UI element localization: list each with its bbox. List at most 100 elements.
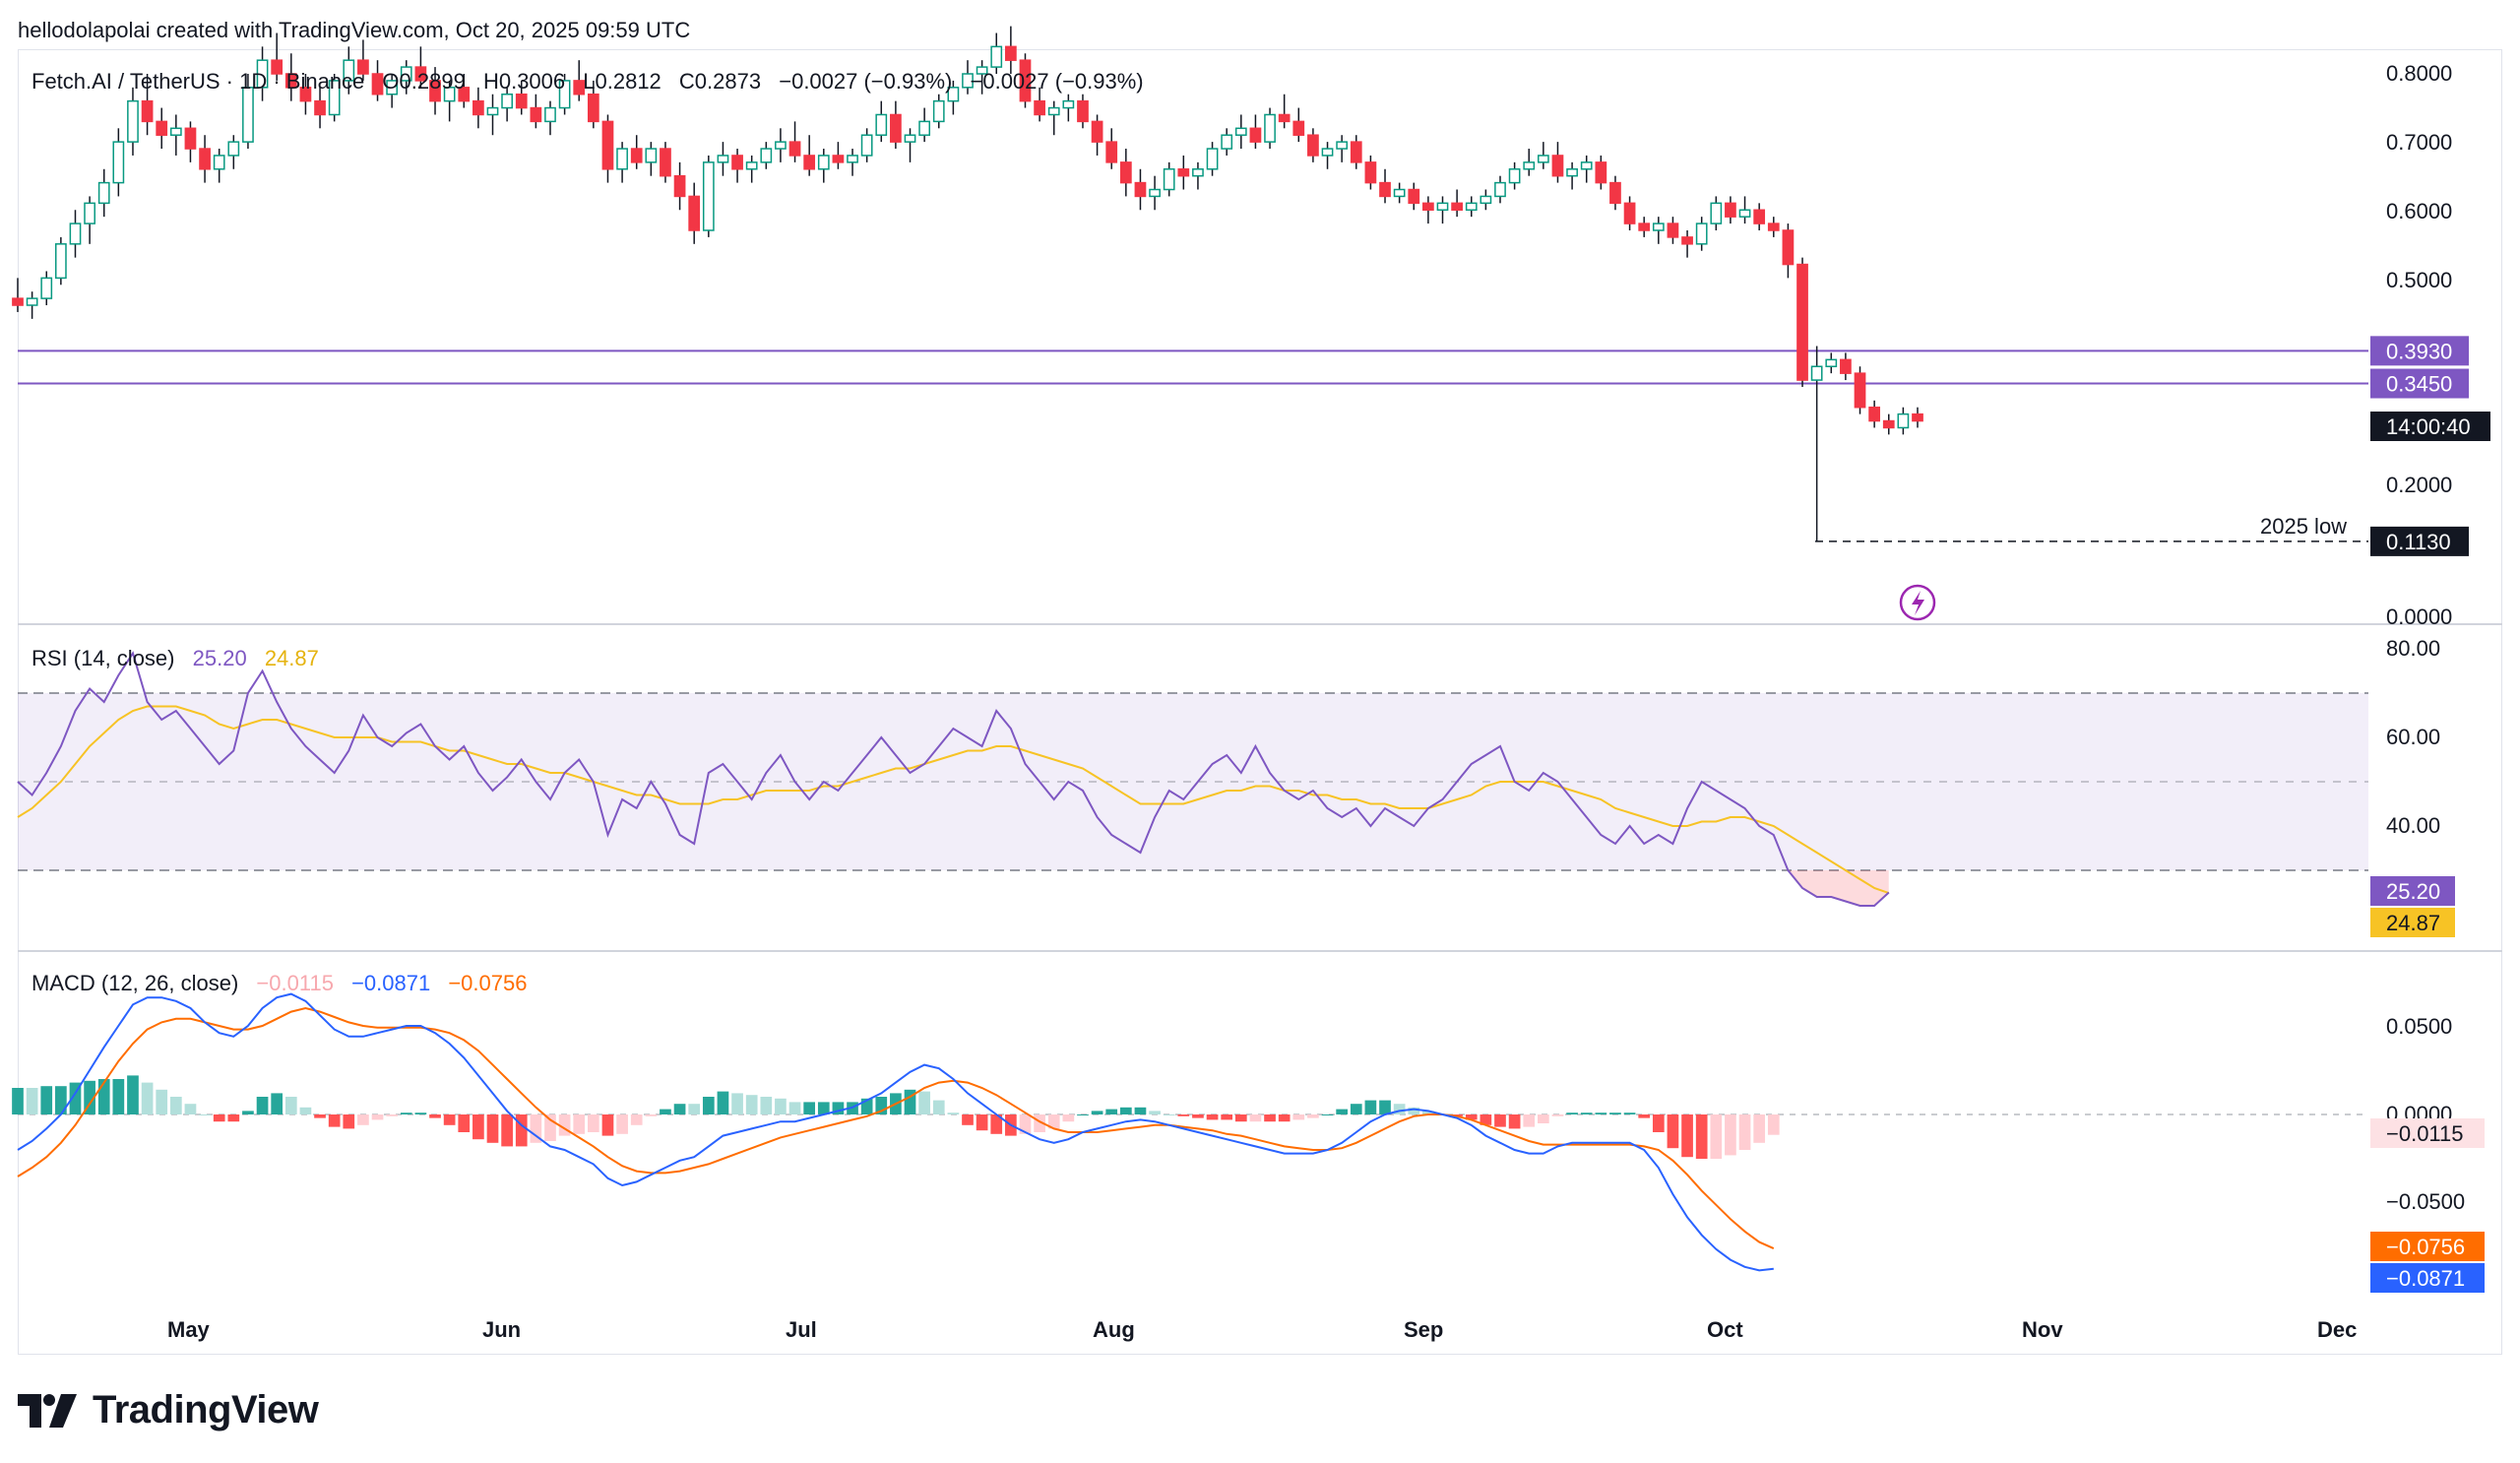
price-tick: 0.5000: [2386, 268, 2452, 292]
macd-histogram-bar: [860, 1098, 873, 1114]
candle: [904, 134, 916, 143]
macd-histogram-bar: [1725, 1114, 1736, 1156]
macd-histogram-bar: [588, 1114, 599, 1132]
macd-histogram-bar: [1408, 1107, 1420, 1114]
macd-histogram-bar: [97, 1079, 110, 1114]
macd-histogram-bar: [501, 1114, 513, 1147]
macd-legend: MACD (12, 26, close) −0.0115 −0.0871 −0.…: [32, 971, 527, 995]
macd-histogram-bar: [817, 1102, 830, 1114]
candle: [299, 87, 312, 102]
macd-histogram-bar: [717, 1091, 729, 1114]
macd-histogram-bar: [1609, 1113, 1621, 1114]
x-tick: Aug: [1093, 1317, 1135, 1342]
candle: [717, 155, 729, 163]
candle: [832, 155, 845, 163]
x-tick: Oct: [1707, 1317, 1743, 1342]
candle: [1047, 106, 1060, 116]
ohlc-change: −0.0027 (−0.93%): [779, 69, 952, 94]
macd-histogram-bar: [760, 1097, 773, 1114]
alert-lightning-icon[interactable]: [1899, 584, 1936, 621]
candle: [1825, 358, 1838, 367]
macd-histogram-bar: [284, 1097, 297, 1114]
macd-histogram-bar: [1480, 1114, 1492, 1125]
rsi-ma-value: 24.87: [265, 646, 319, 670]
time-axis[interactable]: May Jun Jul Aug Sep Oct Nov Dec: [167, 1317, 2357, 1342]
candle: [918, 120, 931, 136]
macd-badge: [2370, 1263, 2485, 1293]
macd-signal-badge-text: −0.0756: [2386, 1235, 2465, 1259]
macd-line: [17, 992, 1774, 1272]
candle: [1667, 223, 1679, 238]
macd-histogram-bar: [386, 1114, 398, 1116]
candle: [688, 195, 701, 231]
candle: [1882, 419, 1895, 429]
candle: [616, 148, 628, 170]
rsi-ma-badge-text: 24.87: [2386, 911, 2440, 935]
candle: [1725, 202, 1736, 218]
x-tick: May: [167, 1317, 211, 1342]
macd-histogram-bar: [213, 1114, 225, 1122]
macd-histogram-bar: [1192, 1114, 1204, 1118]
macd-histogram-bar: [1508, 1114, 1521, 1129]
macd-histogram-bar: [573, 1114, 586, 1134]
candle: [803, 155, 816, 170]
macd-histogram-bar: [1206, 1114, 1219, 1120]
candle: [1609, 181, 1621, 205]
price-tick: 0.8000: [2386, 61, 2452, 86]
macd-histogram-bar: [1580, 1113, 1593, 1114]
macd-histogram-bar: [1163, 1114, 1175, 1115]
candle: [227, 141, 240, 157]
candle: [1810, 365, 1823, 381]
price-axis[interactable]: 0.8000 0.7000 0.6000 0.5000 0.2000 0.000…: [2386, 61, 2452, 629]
candle: [847, 155, 858, 163]
candle: [386, 80, 399, 95]
macd-histogram-bar: [1292, 1114, 1305, 1120]
macd-layer: [12, 992, 1780, 1272]
candle: [1307, 134, 1319, 157]
rsi-tick: 60.00: [2386, 725, 2440, 749]
candle: [731, 155, 743, 170]
tradingview-logo[interactable]: TradingView: [18, 1388, 319, 1432]
candles-group: [12, 26, 1923, 541]
candle: [1652, 223, 1665, 231]
candle: [530, 106, 542, 123]
symbol-label: Fetch.AI / TetherUS · 1D · Binance: [32, 69, 364, 94]
candle: [1738, 209, 1751, 218]
candle: [1623, 202, 1636, 224]
candle: [702, 161, 715, 231]
macd-histogram-bar: [1523, 1114, 1536, 1127]
macd-histogram-bar: [357, 1114, 369, 1125]
tradingview-logo-icon: [18, 1393, 77, 1428]
macd-histogram-bar: [1595, 1113, 1607, 1114]
macd-hist-value: −0.0115: [256, 971, 334, 995]
macd-histogram-bar: [616, 1114, 628, 1134]
ohlc-open: O0.2899: [382, 69, 465, 94]
x-tick: Jun: [482, 1317, 521, 1342]
candle: [760, 148, 773, 163]
rsi-oversold-fill: [1788, 870, 1889, 906]
candle: [990, 45, 1003, 68]
candle: [429, 80, 441, 102]
candle: [1019, 59, 1032, 102]
macd-histogram-bar: [1753, 1114, 1766, 1143]
macd-histogram-bar: [141, 1082, 154, 1114]
price-tick: 0.0000: [2386, 604, 2452, 629]
candle: [1638, 223, 1651, 231]
macd-axis[interactable]: 0.0500 0.0000 −0.0500: [2386, 1014, 2465, 1214]
candle: [660, 148, 671, 177]
candle: [1854, 372, 1866, 409]
rsi-badge-text: 25.20: [2386, 879, 2440, 904]
candle: [1336, 141, 1349, 150]
macd-histogram-bar: [1119, 1107, 1132, 1114]
macd-histogram-bar: [1695, 1114, 1708, 1159]
candle: [314, 99, 326, 116]
macd-histogram-bar: [1034, 1114, 1045, 1132]
brand-name: TradingView: [93, 1388, 319, 1431]
rsi-axis[interactable]: 80.00 60.00 40.00: [2386, 636, 2440, 838]
macd-histogram-bar: [242, 1111, 254, 1114]
price-tick: 0.7000: [2386, 130, 2452, 155]
low-badge-text: 0.1130: [2386, 530, 2451, 554]
macd-histogram-bar: [314, 1114, 326, 1118]
candle: [458, 87, 471, 102]
